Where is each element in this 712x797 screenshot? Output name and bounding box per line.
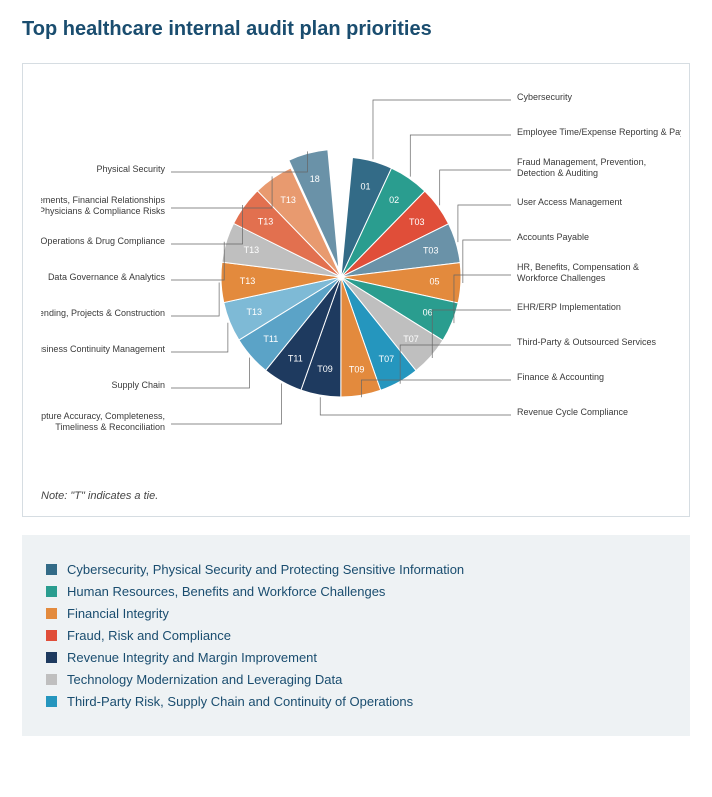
slice-label: Third-Party & Outsourced Services [517,337,657,347]
slice-label: Revenue Cycle Compliance [517,407,628,417]
leader-line [463,240,511,283]
slice-rank: T07 [403,334,419,344]
slice-rank: 18 [310,174,320,184]
slice-rank: T03 [409,217,425,227]
slice-label: HR, Benefits, Compensation & [517,262,639,272]
slice-label: Pharmacy Operations & Drug Compliance [41,236,165,246]
legend-swatch [46,608,57,619]
slice-rank: T09 [349,364,365,374]
slice-label: Physician Arrangements, Financial Relati… [41,195,165,205]
leader-line [458,205,511,242]
slice-label: Data Governance & Analytics [48,272,166,282]
pie-svg: 01 Cybersecurity 02 Employee Time/Expense R… [41,82,681,482]
legend-label: Third-Party Risk, Supply Chain and Conti… [67,694,413,709]
legend-item: Human Resources, Benefits and Workforce … [46,584,666,599]
slice-rank: T11 [288,354,303,364]
slice-rank: T03 [423,245,439,255]
legend-label: Technology Modernization and Leveraging … [67,672,342,687]
slice-rank: T13 [258,217,274,227]
slice-label: Supply Chain [111,380,165,390]
slice-label: Finance & Accounting [517,372,604,382]
legend-label: Revenue Integrity and Margin Improvement [67,650,317,665]
legend-swatch [46,696,57,707]
slice-label: Business Continuity Management [41,344,165,354]
legend-item: Cybersecurity, Physical Security and Pro… [46,562,666,577]
leader-line [171,358,249,388]
leader-line [440,170,511,205]
legend-item: Fraud, Risk and Compliance [46,628,666,643]
legend-swatch [46,630,57,641]
slice-label: Charge Capture Accuracy, Completeness, [41,411,165,421]
leader-line [171,383,281,424]
chart-note: Note: "T" indicates a tie. [41,490,671,502]
legend-item: Revenue Integrity and Margin Improvement [46,650,666,665]
pie-chart: 01Cybersecurity02Employee Time/Expense R… [41,82,671,482]
page-title: Top healthcare internal audit plan prior… [22,18,690,41]
legend-label: Human Resources, Benefits and Workforce … [67,584,385,599]
legend-item: Third-Party Risk, Supply Chain and Conti… [46,694,666,709]
legend: Cybersecurity, Physical Security and Pro… [22,535,690,736]
legend-label: Fraud, Risk and Compliance [67,628,231,643]
slice-label: Accounts Payable [517,232,589,242]
slice-rank: T13 [246,307,262,317]
legend-swatch [46,652,57,663]
legend-swatch [46,564,57,575]
slice-rank: T13 [244,245,260,255]
slice-label: Timeliness & Reconciliation [55,422,165,432]
slice-label: User Access Management [517,197,623,207]
legend-swatch [46,586,57,597]
slice-label: Workforce Challenges [517,273,606,283]
slice-rank: T07 [379,354,395,364]
slice-label: Physical Security [96,164,165,174]
slice-label: with Physicians & Compliance Risks [41,206,165,216]
slice-label: Fraud Management, Prevention, [517,157,646,167]
slice-label: Detection & Auditing [517,168,598,178]
slice-rank: T13 [280,195,296,205]
slice-label: Employee Time/Expense Reporting & Payrol… [517,127,681,137]
leader-line [171,283,219,316]
leader-line [320,397,511,415]
slice-label: EHR/ERP Implementation [517,302,621,312]
leader-line [171,151,307,172]
slice-rank: T09 [317,364,333,374]
legend-item: Technology Modernization and Leveraging … [46,672,666,687]
slice-rank: T11 [263,334,278,344]
slice-label: Cybersecurity [517,92,573,102]
slice-rank: 02 [389,195,399,205]
chart-container: 01 Cybersecurity 02 Employee Time/Expense R… [22,63,690,517]
slice-rank: 06 [423,307,433,317]
slice-label: Capital Spending, Projects & Constructio… [41,308,165,318]
slice-rank: 05 [429,277,439,287]
slice-rank: T13 [240,276,256,286]
legend-label: Cybersecurity, Physical Security and Pro… [67,562,464,577]
legend-item: Financial Integrity [46,606,666,621]
slice-rank: 01 [361,182,371,192]
leader-line [171,242,224,280]
legend-swatch [46,674,57,685]
leader-line [171,323,228,352]
legend-label: Financial Integrity [67,606,169,621]
leader-line [373,100,511,159]
